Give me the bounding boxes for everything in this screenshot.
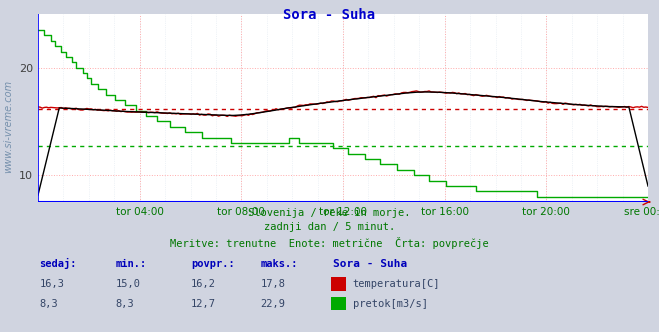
Text: povpr.:: povpr.: [191,259,235,269]
Text: 12,7: 12,7 [191,299,216,309]
Text: sedaj:: sedaj: [40,258,77,269]
Text: Meritve: trenutne  Enote: metrične  Črta: povprečje: Meritve: trenutne Enote: metrične Črta: … [170,237,489,249]
Text: temperatura[C]: temperatura[C] [353,279,440,289]
Text: 22,9: 22,9 [260,299,285,309]
Text: maks.:: maks.: [260,259,298,269]
Text: zadnji dan / 5 minut.: zadnji dan / 5 minut. [264,222,395,232]
Text: Sora - Suha: Sora - Suha [333,259,407,269]
Text: 16,3: 16,3 [40,279,65,289]
Text: Slovenija / reke in morje.: Slovenija / reke in morje. [248,208,411,217]
Text: 17,8: 17,8 [260,279,285,289]
Text: 8,3: 8,3 [115,299,134,309]
Text: pretok[m3/s]: pretok[m3/s] [353,299,428,309]
Text: 15,0: 15,0 [115,279,140,289]
Text: www.si-vreme.com: www.si-vreme.com [3,80,14,173]
Text: 16,2: 16,2 [191,279,216,289]
Text: min.:: min.: [115,259,146,269]
Text: 8,3: 8,3 [40,299,58,309]
Text: Sora - Suha: Sora - Suha [283,8,376,22]
